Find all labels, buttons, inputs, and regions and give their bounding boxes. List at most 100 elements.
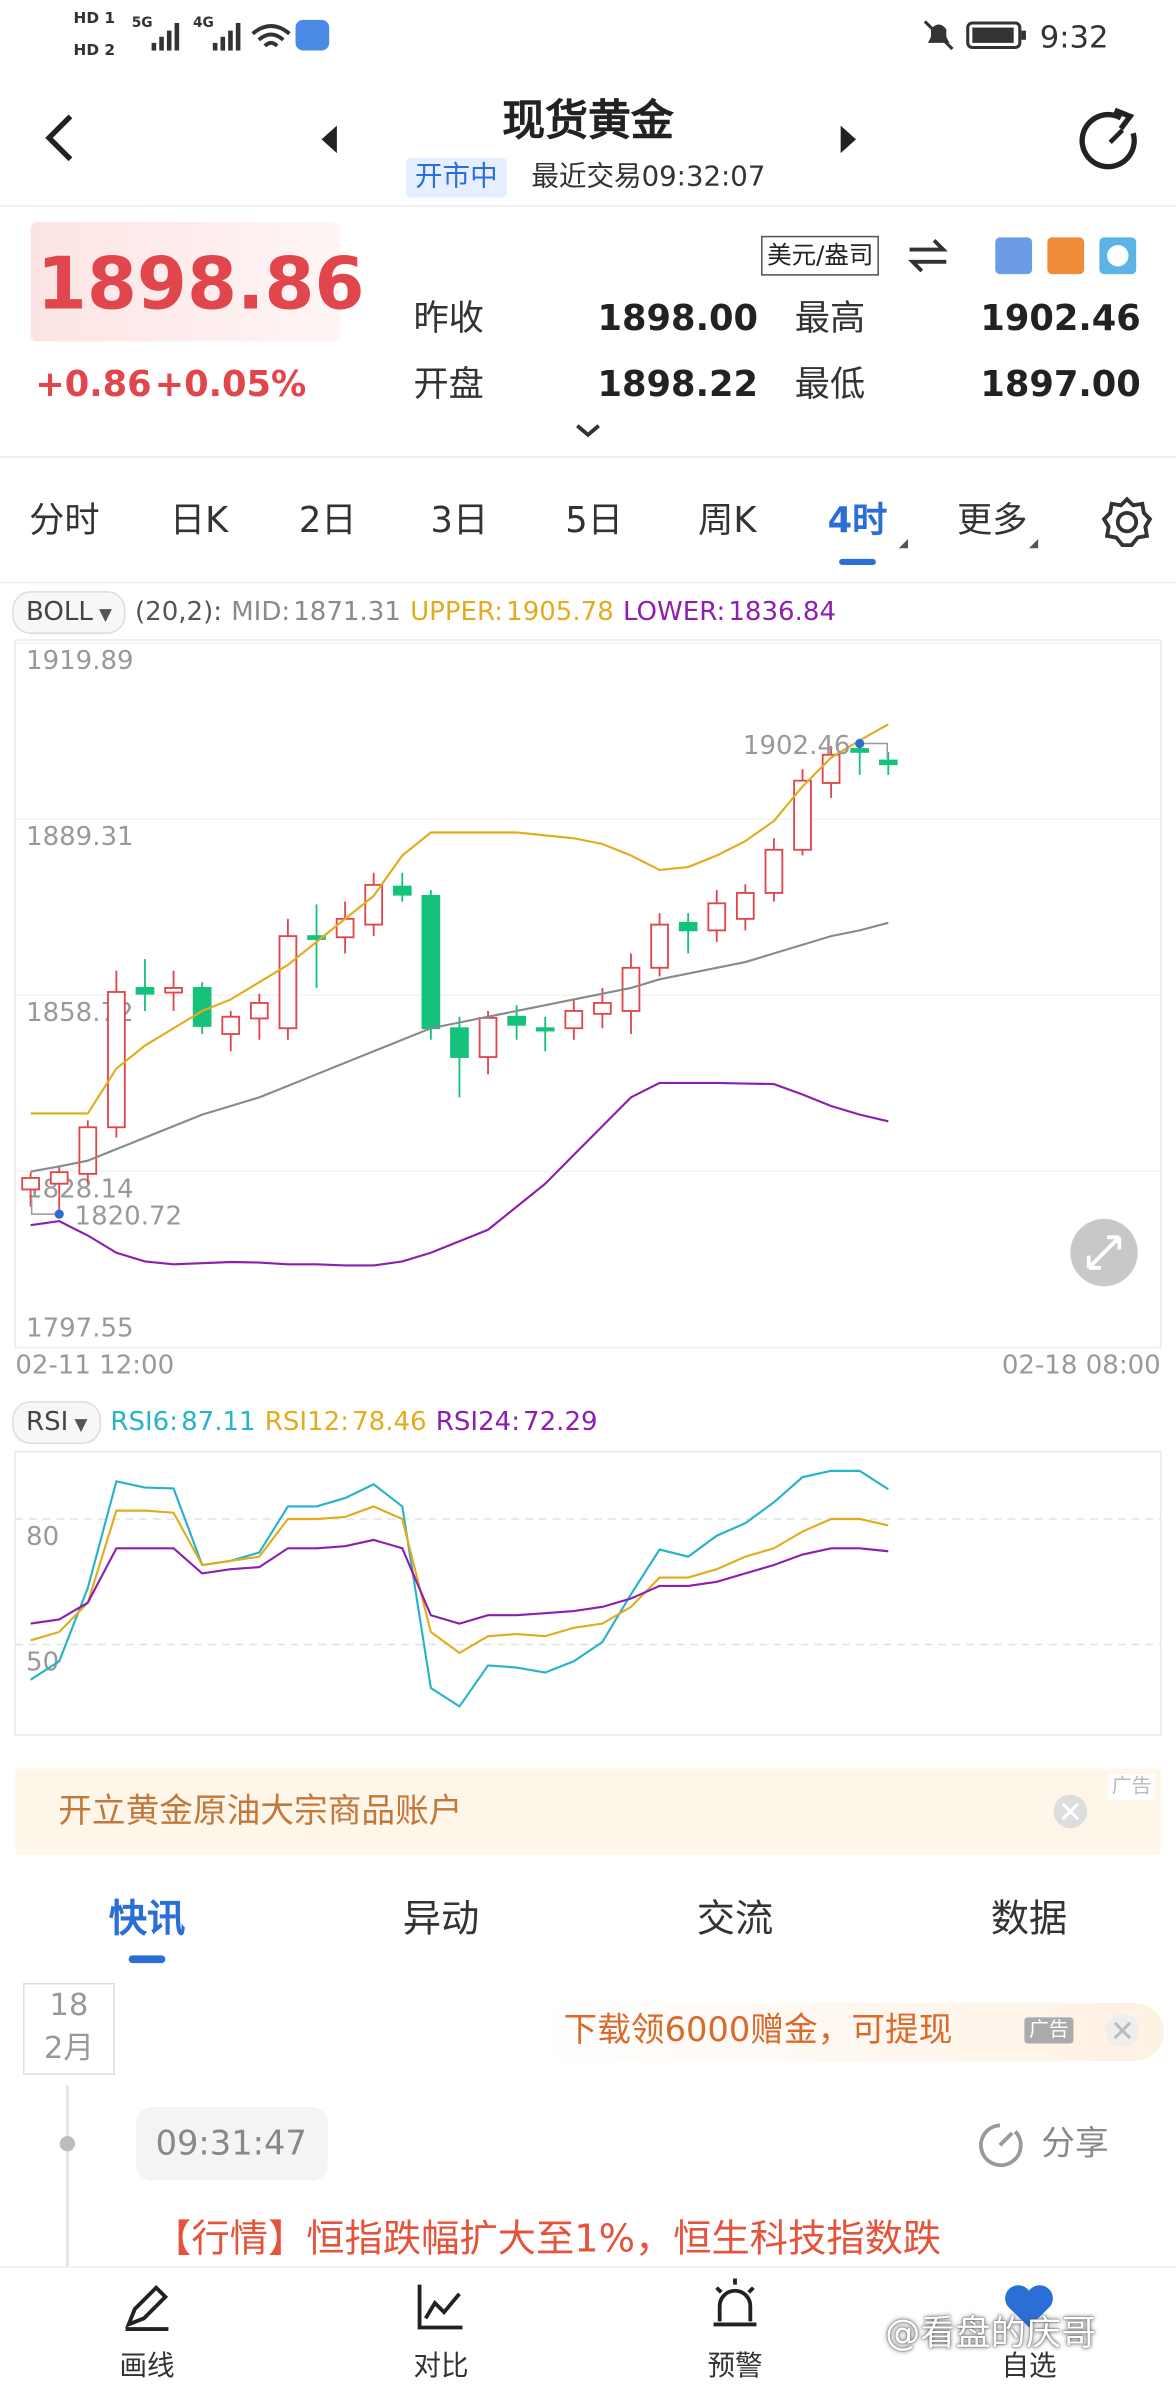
- indicator-select[interactable]: RSI ▼: [12, 1401, 102, 1444]
- period-tab[interactable]: 2日: [298, 501, 357, 542]
- candle-body: [878, 759, 898, 766]
- min-marker-line: [30, 1198, 60, 1215]
- legend-value: 1836.84: [728, 597, 837, 628]
- chart-frame: [14, 1450, 1162, 1736]
- news-tab[interactable]: 快讯: [108, 1896, 186, 1941]
- nav-label[interactable]: 自选: [1001, 2350, 1057, 2383]
- min-marker: [54, 1209, 64, 1219]
- nav-icon[interactable]: [1001, 2279, 1056, 2334]
- period-tab[interactable]: 5日: [565, 501, 623, 542]
- net-label: 4G: [192, 16, 214, 32]
- legend-name: RSI24:: [435, 1407, 520, 1438]
- boll-line: [30, 921, 889, 1173]
- swap-icon[interactable]: [903, 234, 952, 277]
- nav-label[interactable]: 预警: [707, 2350, 763, 2383]
- price-change: +0.86: [35, 365, 152, 406]
- news-tab[interactable]: 数据: [990, 1896, 1068, 1941]
- tool-icons[interactable]: [992, 234, 1145, 277]
- y-tick-label: 1797.55: [26, 1314, 134, 1344]
- legend-value: 1871.31: [293, 597, 401, 628]
- status-icons-right: [923, 20, 1026, 51]
- x-tick-label: 02-11 12:00: [15, 1350, 174, 1380]
- candle-body: [507, 1015, 526, 1026]
- max-marker-line: [859, 742, 889, 759]
- field-label: 开盘: [413, 365, 484, 406]
- share-label[interactable]: 分享: [1041, 2125, 1109, 2164]
- candle-body: [650, 923, 669, 969]
- price-box: [30, 222, 340, 342]
- date-day: 18: [49, 1986, 89, 2023]
- news-ad-text[interactable]: 下载领6000赠金，可提现: [563, 2012, 953, 2051]
- candle-body: [850, 748, 870, 753]
- y-tick-label: 1828.14: [26, 1174, 134, 1204]
- dropdown-caret: ▼: [99, 604, 113, 625]
- legend-name: LOWER:: [622, 597, 726, 628]
- news-headline[interactable]: 【行情】恒指跌幅扩大至1%，恒生科技指数跌: [153, 2216, 942, 2261]
- field-value: 1898.22: [597, 365, 758, 406]
- page-title: 现货黄金: [502, 94, 674, 146]
- last-price: 1898.86: [36, 242, 365, 327]
- prev-instrument[interactable]: [315, 123, 343, 157]
- period-tab[interactable]: 分时: [29, 501, 100, 542]
- news-time: 09:31:47: [155, 2125, 307, 2164]
- period-tab[interactable]: 更多: [957, 501, 1028, 542]
- dropdown-caret: ▼: [74, 1414, 88, 1435]
- candle-body: [307, 935, 326, 940]
- candle-body: [335, 917, 355, 939]
- news-tab[interactable]: 异动: [402, 1896, 480, 1941]
- chart-frame: [14, 639, 1162, 1349]
- candle-body: [678, 921, 698, 932]
- bottom-nav: [0, 2266, 1176, 2400]
- candle-body: [392, 885, 412, 896]
- indicator-select[interactable]: BOLL ▼: [12, 591, 126, 634]
- ad-text[interactable]: 开立黄金原油大宗商品账户: [58, 1793, 463, 1832]
- nav-icon[interactable]: [707, 2275, 762, 2333]
- expand-arrow[interactable]: [573, 420, 604, 441]
- y-tick-label: 1889.31: [26, 822, 134, 852]
- next-instrument[interactable]: [835, 123, 863, 157]
- ad-badge: 广告: [1108, 1773, 1155, 1800]
- nav-label[interactable]: 对比: [413, 2350, 469, 2383]
- candle-body: [564, 1010, 584, 1030]
- news-tab[interactable]: 交流: [696, 1896, 774, 1941]
- fullscreen-icon: [1086, 1235, 1122, 1270]
- news-ad-close[interactable]: [1104, 2012, 1141, 2049]
- boll-legend: BOLL ▼ (20,2): MID: 1871.31 UPPER: 1905.78 LOWE…: [12, 591, 836, 634]
- rsi-line: [30, 1469, 889, 1708]
- field-value: 1898.00: [597, 299, 758, 340]
- field-value: 1897.00: [980, 365, 1141, 406]
- nav-label[interactable]: 画线: [119, 2350, 175, 2383]
- candle-body: [107, 991, 126, 1129]
- period-tab[interactable]: 日K: [169, 501, 229, 542]
- ad-banner[interactable]: [15, 1768, 1161, 1855]
- news-ad-badge: 广告: [1024, 2017, 1074, 2044]
- period-tab[interactable]: 4时: [827, 501, 888, 542]
- legend-value: 1905.78: [506, 597, 614, 628]
- rsi-line: [30, 1505, 889, 1655]
- currency-unit[interactable]: 美元/盎司: [761, 235, 880, 276]
- share-icon[interactable]: [974, 2119, 1026, 2171]
- candle-body: [135, 987, 155, 995]
- nav-icon[interactable]: [119, 2279, 174, 2334]
- period-tab[interactable]: 3日: [430, 501, 489, 542]
- candle-body: [764, 848, 784, 894]
- max-marker: [855, 738, 865, 749]
- divider: [0, 456, 1176, 458]
- candle-body: [164, 987, 183, 994]
- sim-label: HD 1: [73, 10, 116, 28]
- tab-underline: [839, 558, 876, 566]
- timeline: [65, 2085, 69, 2267]
- legend-name: MID:: [231, 597, 291, 628]
- period-tab[interactable]: 周K: [698, 501, 757, 542]
- candle-body: [707, 902, 727, 932]
- legend-name: UPPER:: [410, 597, 504, 628]
- watermark: @看盘的庆哥: [885, 2314, 1097, 2355]
- refresh-button[interactable]: [1075, 107, 1145, 177]
- divider: [0, 581, 1176, 584]
- candle-body: [593, 1001, 612, 1015]
- nav-icon[interactable]: [413, 2279, 468, 2334]
- settings-button[interactable]: [1099, 495, 1154, 550]
- ad-close[interactable]: [1052, 1793, 1089, 1830]
- back-button[interactable]: [34, 107, 89, 168]
